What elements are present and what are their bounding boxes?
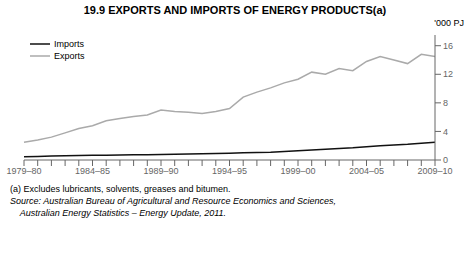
html-text:19.9 EXPORTS AND IMPORTS OF EN: 19.9 EXPORTS AND IMPORTS OF ENERGY PRODU… xyxy=(83,4,387,16)
svg-text:1999–00: 1999–00 xyxy=(280,166,315,176)
svg-text:16: 16 xyxy=(443,41,453,51)
html-text:(a) Excludes lubricants, solve: (a) Excludes lubricants, solvents, greas… xyxy=(10,184,231,194)
html-text:Exports: Exports xyxy=(54,51,85,61)
html-text:'000 PJ: '000 PJ xyxy=(434,18,464,28)
html-text:Source: Australian Bureau of A: Source: Australian Bureau of Agricultura… xyxy=(10,196,336,206)
svg-text:1994–95: 1994–95 xyxy=(212,166,247,176)
svg-text:8: 8 xyxy=(443,98,448,108)
svg-text:4: 4 xyxy=(443,127,448,137)
svg-text:1979–80: 1979–80 xyxy=(8,166,42,176)
svg-text:2009–10: 2009–10 xyxy=(417,166,452,176)
html-text:Imports: Imports xyxy=(54,39,84,49)
svg-text:2004–05: 2004–05 xyxy=(349,166,384,176)
svg-text:12: 12 xyxy=(443,69,453,79)
html-text:Australian Energy Statistics –: Australian Energy Statistics – Energy Up… xyxy=(10,208,227,218)
svg-text:1984–85: 1984–85 xyxy=(75,166,110,176)
svg-text:0: 0 xyxy=(443,155,448,165)
svg-text:1989–90: 1989–90 xyxy=(143,166,178,176)
